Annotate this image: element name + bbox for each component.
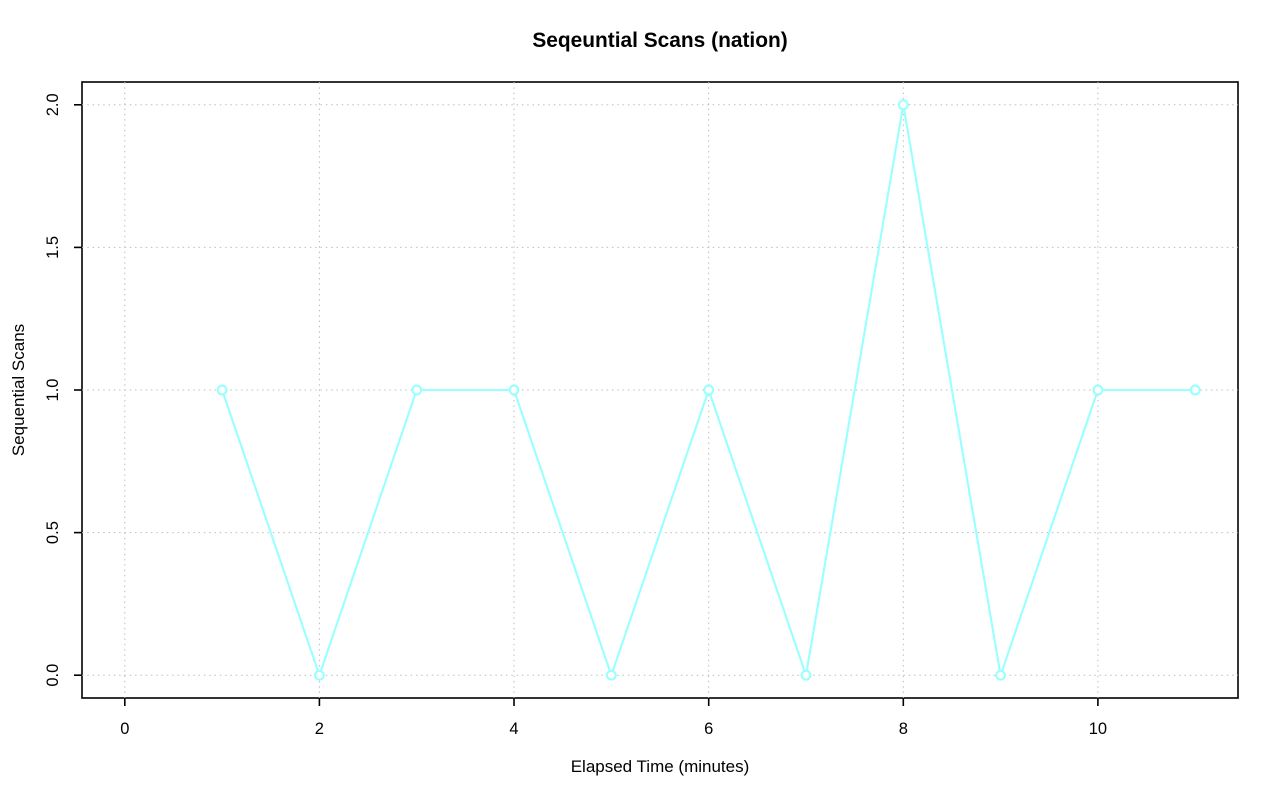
- svg-text:Seqeuntial Scans (nation): Seqeuntial Scans (nation): [532, 29, 787, 52]
- svg-text:10: 10: [1089, 720, 1107, 738]
- svg-text:1.5: 1.5: [44, 236, 62, 259]
- svg-text:2.0: 2.0: [44, 93, 62, 116]
- svg-text:6: 6: [704, 720, 713, 738]
- svg-text:Elapsed Time (minutes): Elapsed Time (minutes): [571, 757, 750, 776]
- svg-text:0.0: 0.0: [44, 664, 62, 687]
- svg-text:Sequential Scans: Sequential Scans: [9, 324, 28, 456]
- svg-text:2: 2: [315, 720, 324, 738]
- svg-text:1.0: 1.0: [44, 379, 62, 402]
- svg-text:8: 8: [899, 720, 908, 738]
- svg-text:0.5: 0.5: [44, 521, 62, 544]
- svg-text:0: 0: [120, 720, 129, 738]
- svg-text:4: 4: [509, 720, 518, 738]
